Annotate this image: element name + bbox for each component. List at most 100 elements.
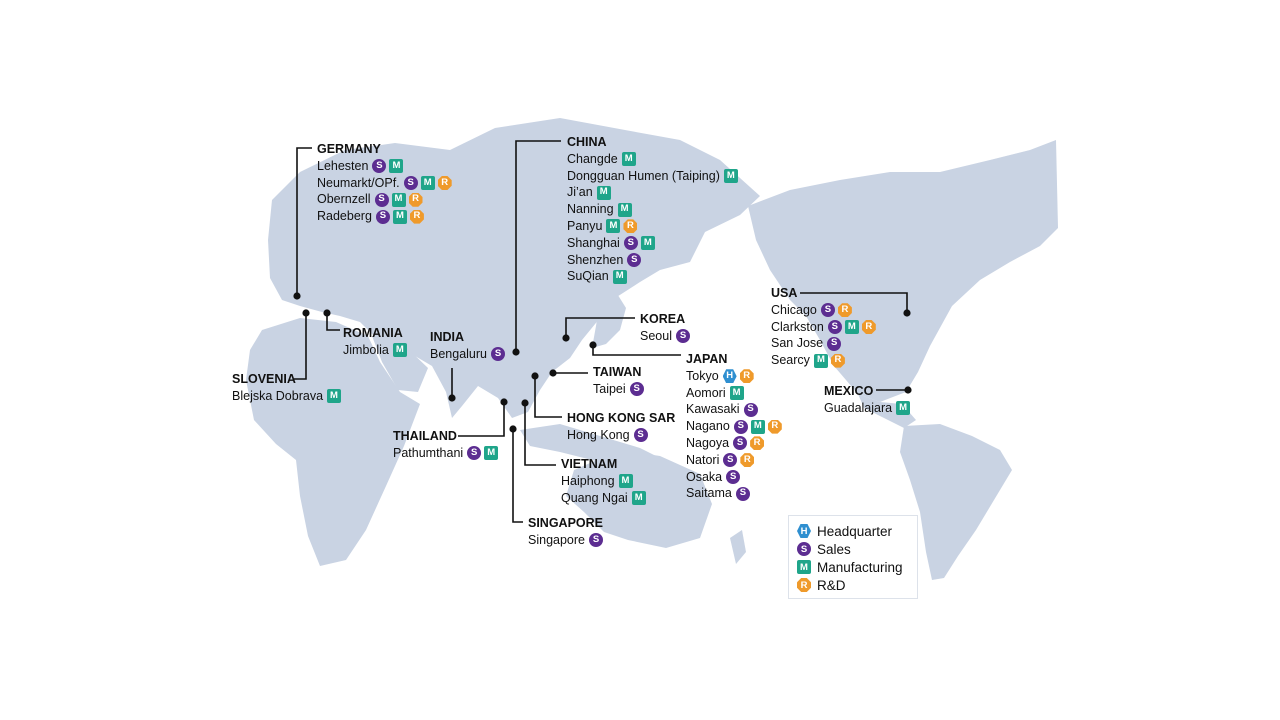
city-row: Hong Kong S <box>567 427 675 444</box>
region-slovenia: SLOVENIA Blejska Dobrava M <box>232 371 342 405</box>
city-row: Obernzell S M R <box>317 191 452 208</box>
manufacturing-icon: M <box>606 219 621 234</box>
rnd-icon: R <box>739 369 754 384</box>
region-japan: JAPAN Tokyo H R Aomori M Kawasaki S Nagano S M R Nag… <box>686 351 782 502</box>
region-usa: USA Chicago S R Clarkston S M R San Jose S Searcy M… <box>771 285 876 369</box>
city-name: Kawasaki <box>686 402 740 417</box>
city-row: Kawasaki S <box>686 401 782 418</box>
city-name: Shanghai <box>567 235 620 250</box>
dot-romania <box>323 309 331 317</box>
city-row: San Jose S <box>771 335 876 352</box>
facility-badges: M <box>621 152 636 167</box>
facility-badges: M <box>723 168 738 183</box>
legend-label: Headquarter <box>817 523 893 539</box>
legend: H Headquarter S Sales M Manufacturing R R&D <box>788 515 918 599</box>
city-row: Blejska Dobrava M <box>232 388 342 405</box>
region-mexico: MEXICO Guadalajara M <box>824 383 911 417</box>
city-name: Neumarkt/OPf. <box>317 175 400 190</box>
sales-icon: S <box>623 236 638 251</box>
country-label: JAPAN <box>686 352 728 366</box>
facility-badges: S <box>743 402 758 417</box>
city-name: Nagano <box>686 419 730 434</box>
sales-icon: S <box>733 419 748 434</box>
leader-romania <box>326 313 340 331</box>
city-name: Searcy <box>771 353 810 368</box>
country-label: GERMANY <box>317 142 381 156</box>
legend-label: R&D <box>817 577 846 593</box>
country-label: KOREA <box>640 312 686 326</box>
city-row: Natori S R <box>686 452 782 469</box>
facility-badges: S <box>827 336 842 351</box>
sales-icon: S <box>743 402 758 417</box>
city-name: Changde <box>567 151 618 166</box>
dot-india <box>448 394 456 402</box>
city-row: Jimbolia M <box>343 342 407 359</box>
city-row: Saitama S <box>686 485 782 502</box>
facility-badges: S <box>675 329 690 344</box>
manufacturing-icon: M <box>484 446 499 461</box>
city-row: Taipei S <box>593 381 644 398</box>
sales-icon: S <box>627 252 642 267</box>
facility-badges: M <box>392 343 407 358</box>
facility-badges: S <box>726 469 741 484</box>
facility-badges: M <box>631 490 646 505</box>
leader-china <box>515 140 561 352</box>
land-japan <box>592 292 626 348</box>
rnd-icon: R <box>750 436 765 451</box>
sales-icon: S <box>827 336 842 351</box>
sales-icon: S <box>797 542 811 556</box>
leader-slovenia <box>294 313 307 380</box>
land-new-zealand <box>730 530 746 564</box>
city-row: Dongguan Humen (Taiping) M <box>567 168 738 185</box>
city-row: Clarkston S M R <box>771 319 876 336</box>
manufacturing-icon: M <box>896 401 911 416</box>
country-label: TAIWAN <box>593 365 642 379</box>
manufacturing-icon: M <box>596 185 611 200</box>
dot-slovenia <box>302 309 310 317</box>
sales-icon: S <box>374 192 389 207</box>
city-row: Quang Ngai M <box>561 490 646 507</box>
rnd-icon: R <box>797 578 811 592</box>
land-south-america <box>900 424 1012 580</box>
country-label: HONG KONG SAR <box>567 411 676 425</box>
sales-icon: S <box>827 319 842 334</box>
legend-label: Manufacturing <box>817 559 903 575</box>
manufacturing-icon: M <box>813 353 828 368</box>
leader-usa <box>800 292 908 313</box>
city-name: Bengaluru <box>430 346 487 361</box>
city-name: Obernzell <box>317 192 371 207</box>
dot-hongkong <box>531 372 539 380</box>
sales-icon: S <box>375 209 390 224</box>
city-name: Quang Ngai <box>561 490 628 505</box>
city-name: Haiphong <box>561 473 615 488</box>
city-row: Osaka S <box>686 469 782 486</box>
facility-badges: M <box>596 185 611 200</box>
city-name: Aomori <box>686 385 726 400</box>
region-china: CHINA Changde M Dongguan Humen (Taiping) M Ji… <box>567 134 738 285</box>
manufacturing-icon: M <box>420 175 435 190</box>
leader-vietnam <box>524 403 556 466</box>
sales-icon: S <box>372 159 387 174</box>
facility-badges: M <box>617 202 632 217</box>
city-row: Nagoya S R <box>686 435 782 452</box>
rnd-icon: R <box>408 192 423 207</box>
city-row: Guadalajara M <box>824 400 911 417</box>
facility-badges: S <box>589 533 603 548</box>
sales-icon: S <box>820 303 835 318</box>
country-label: MEXICO <box>824 384 874 398</box>
city-name: Panyu <box>567 218 603 233</box>
city-row: Neumarkt/OPf. S M R <box>317 175 452 192</box>
city-row: Pathumthani S M <box>393 445 499 462</box>
rnd-icon: R <box>861 319 876 334</box>
city-name: Hong Kong <box>567 427 630 442</box>
city-row: SuQian M <box>567 268 738 285</box>
city-row: Shenzhen S <box>567 252 738 269</box>
